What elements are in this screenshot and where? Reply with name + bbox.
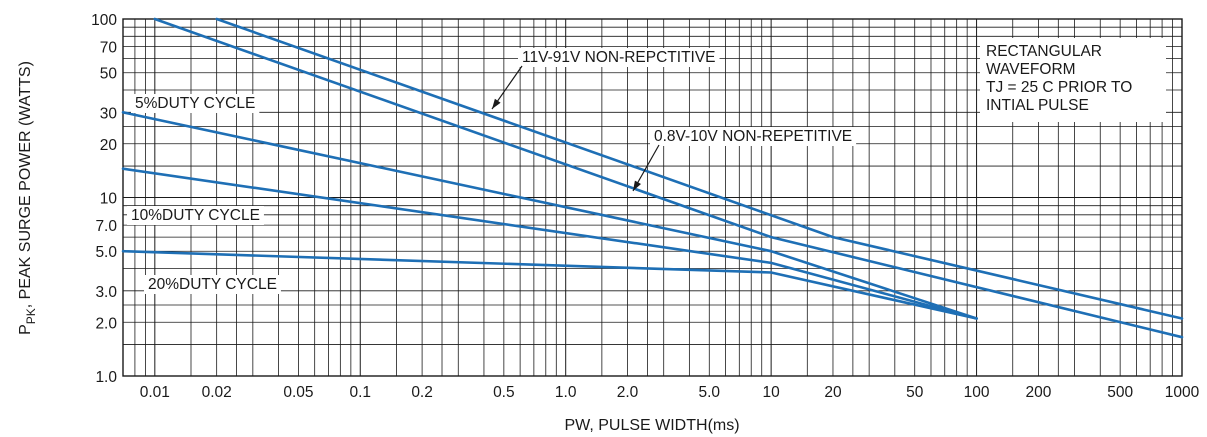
x-tick-label: 10 xyxy=(763,384,781,401)
y-axis-label-main: P xyxy=(17,324,34,335)
x-tick-label: 0.1 xyxy=(349,384,371,401)
y-tick-label: 2.0 xyxy=(95,315,117,332)
y-tick-label: 10 xyxy=(100,191,118,208)
y-axis-label: PPK, PEAK SURGE POWER (WATTS) xyxy=(17,61,38,335)
x-tick-label: 0.2 xyxy=(411,384,433,401)
x-tick-label: 1.0 xyxy=(555,384,577,401)
x-axis-label: PW, PULSE WIDTH(ms) xyxy=(564,417,739,434)
pointer-11v-91v-head xyxy=(492,99,501,109)
x-tick-label: 2.0 xyxy=(617,384,639,401)
y-tick-label: 1.0 xyxy=(95,369,117,386)
y-axis-label-rest: , PEAK SURGE POWER (WATTS) xyxy=(17,61,34,308)
x-tick-label: 0.02 xyxy=(202,384,232,401)
y-tick-label: 7.0 xyxy=(95,218,117,235)
y-tick-label: 20 xyxy=(100,137,118,154)
x-tick-label: 20 xyxy=(824,384,842,401)
x-tick-labels: 0.01 0.02 0.05 0.1 0.2 0.5 1.0 2.0 5.0 10 20 50 100 2… xyxy=(140,384,1200,401)
label-11v-91v: 11V-91V NON-REPCTITIVE xyxy=(518,48,720,67)
annotation-line-4: INTIAL PULSE xyxy=(986,97,1089,114)
label-10pct-duty-text: 10%DUTY CYCLE xyxy=(131,207,260,224)
y-tick-label: 50 xyxy=(100,66,118,83)
y-tick-label: 3.0 xyxy=(95,284,117,301)
x-tick-label: 5.0 xyxy=(699,384,721,401)
series-line-4 xyxy=(123,169,977,319)
annotation-line-1: RECTANGULAR xyxy=(986,43,1102,60)
x-tick-label: 50 xyxy=(906,384,924,401)
x-tick-label: 100 xyxy=(964,384,990,401)
y-tick-label: 5.0 xyxy=(95,244,117,261)
annotation-line-3: TJ = 25 C PRIOR TO xyxy=(986,79,1132,96)
x-tick-label: 200 xyxy=(1025,384,1051,401)
y-axis-label-sub: PK xyxy=(24,308,38,324)
label-20pct-duty-text: 20%DUTY CYCLE xyxy=(148,276,277,293)
x-tick-label: 500 xyxy=(1107,384,1133,401)
y-tick-labels: 1.0 2.0 3.0 5.0 7.0 10 20 30 50 70 100 xyxy=(91,12,117,386)
x-tick-label: 0.01 xyxy=(140,384,170,401)
label-11v-91v-text: 11V-91V NON-REPCTITIVE xyxy=(522,49,716,66)
label-20pct-duty: 20%DUTY CYCLE xyxy=(144,275,281,294)
y-tick-label: 100 xyxy=(91,12,117,29)
x-tick-label: 1000 xyxy=(1165,384,1200,401)
annotation-line-2: WAVEFORM xyxy=(986,61,1076,78)
label-10pct-duty: 10%DUTY CYCLE xyxy=(127,206,264,225)
label-5pct-duty: 5%DUTY CYCLE xyxy=(131,94,259,113)
label-5pct-duty-text: 5%DUTY CYCLE xyxy=(135,95,255,112)
x-tick-label: 0.05 xyxy=(283,384,313,401)
label-0-8v-10v-text: 0.8V-10V NON-REPETITIVE xyxy=(654,128,852,145)
label-0-8v-10v: 0.8V-10V NON-REPETITIVE xyxy=(650,127,856,146)
y-tick-label: 30 xyxy=(100,105,118,122)
x-tick-label: 0.5 xyxy=(493,384,515,401)
y-tick-label: 70 xyxy=(100,40,118,57)
